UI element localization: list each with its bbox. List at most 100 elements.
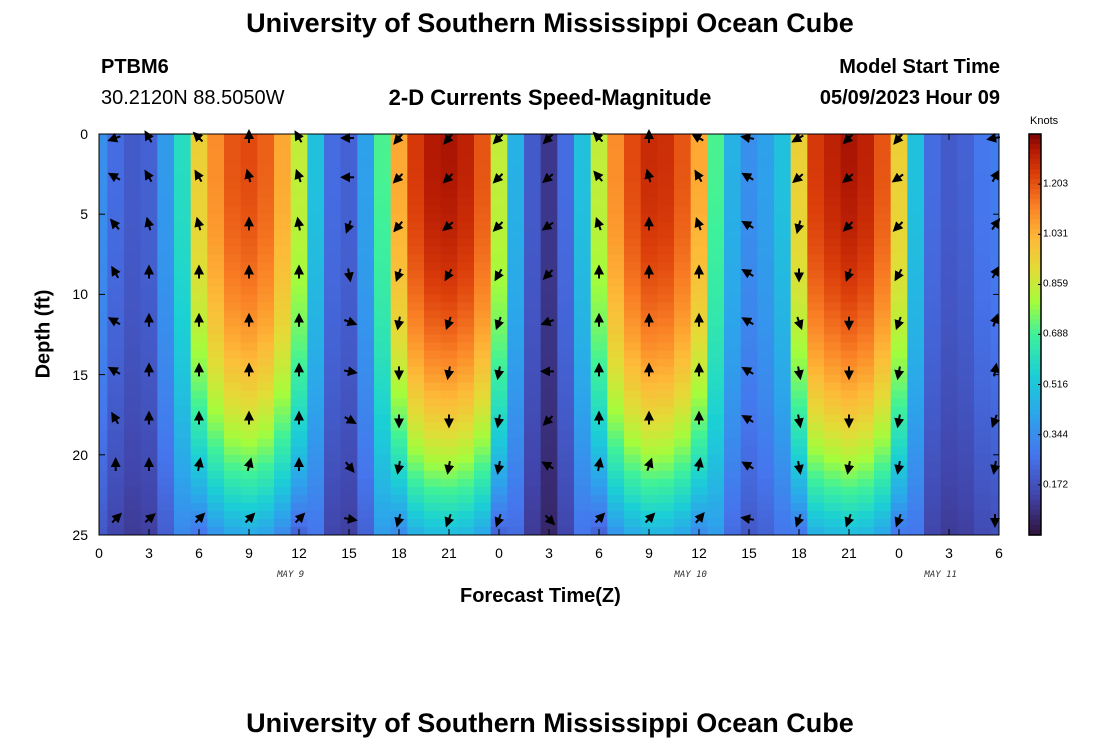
heatmap-cell: [774, 166, 792, 175]
heatmap-cell: [390, 470, 408, 480]
heatmap-cell: [990, 206, 999, 215]
heatmap-cell: [157, 382, 175, 392]
heatmap-cell: [557, 294, 575, 304]
heatmap-cell: [507, 406, 525, 416]
heatmap-cell: [624, 398, 642, 408]
heatmap-cell: [340, 430, 358, 440]
heatmap-cell: [490, 422, 508, 432]
heatmap-cell: [940, 406, 958, 416]
heatmap-cell: [607, 470, 625, 480]
colorbar-segment: [1029, 209, 1041, 215]
heatmap-cell: [624, 246, 642, 255]
colorbar-segment: [1029, 369, 1041, 376]
heatmap-cell: [307, 494, 325, 504]
heatmap-cell: [874, 446, 892, 456]
heatmap-cell: [374, 246, 392, 255]
heatmap-cell: [740, 246, 758, 255]
heatmap-cell: [240, 230, 258, 239]
heatmap-cell: [190, 190, 208, 199]
heatmap-cell: [307, 262, 325, 271]
colorbar-segment: [1029, 204, 1041, 210]
heatmap-cell: [207, 414, 225, 424]
heatmap-cell: [874, 366, 892, 376]
heatmap-cell: [290, 326, 308, 336]
heatmap-cell: [190, 342, 208, 352]
heatmap-cell: [307, 502, 325, 512]
heatmap-cell: [674, 414, 692, 424]
heatmap-cell: [407, 150, 425, 159]
heatmap-cell: [157, 334, 175, 344]
heatmap-cell: [140, 398, 158, 408]
heatmap-cell: [657, 526, 675, 535]
heatmap-cell: [207, 382, 225, 392]
heatmap-cell: [857, 446, 875, 456]
heatmap-cell: [99, 438, 108, 448]
heatmap-cell: [274, 350, 292, 360]
colorbar-segment: [1029, 134, 1041, 140]
heatmap-cell: [190, 214, 208, 223]
current-arrow: [343, 513, 358, 524]
heatmap-cell: [707, 254, 725, 263]
heatmap-cell: [357, 254, 375, 263]
heatmap-cell: [274, 342, 292, 352]
heatmap-cell: [507, 374, 525, 384]
heatmap-cell: [424, 190, 442, 199]
heatmap-cell: [324, 454, 342, 464]
heatmap-cell: [157, 374, 175, 384]
heatmap-cell: [390, 398, 408, 408]
heatmap-cell: [640, 150, 658, 159]
heatmap-cell: [957, 342, 975, 352]
heatmap-cell: [340, 470, 358, 480]
heatmap-cell: [99, 142, 108, 151]
heatmap-cell: [890, 246, 908, 255]
heatmap-cell: [207, 190, 225, 199]
colorbar-tick-label: 1.031: [1043, 228, 1069, 240]
heatmap-cell: [457, 246, 475, 255]
heatmap-cell: [490, 142, 508, 151]
heatmap-cell: [99, 454, 108, 464]
heatmap-cell: [990, 198, 999, 207]
colorbar-segment: [1029, 454, 1041, 461]
current-arrow: [894, 460, 905, 475]
heatmap-cell: [224, 350, 242, 360]
heatmap-cell: [374, 478, 392, 488]
heatmap-cell: [407, 454, 425, 464]
heatmap-cell: [257, 398, 275, 408]
heatmap-cell: [340, 398, 358, 408]
heatmap-cell: [390, 262, 408, 271]
heatmap-cell: [457, 222, 475, 231]
heatmap-cell: [424, 406, 442, 416]
heatmap-cell: [140, 190, 158, 199]
heatmap-cell: [857, 214, 875, 223]
heatmap-cell: [540, 350, 558, 360]
heatmap-cell: [790, 486, 808, 496]
heatmap-cell: [190, 166, 208, 175]
heatmap-cell: [507, 174, 525, 183]
heatmap-cell: [924, 174, 942, 183]
heatmap-cell: [874, 358, 892, 368]
heatmap-cell: [574, 486, 592, 496]
heatmap-cell: [774, 334, 792, 344]
heatmap-cell: [757, 494, 775, 504]
heatmap-cell: [274, 390, 292, 400]
heatmap-cell: [290, 206, 308, 215]
heatmap-cell: [774, 398, 792, 408]
heatmap-cell: [757, 422, 775, 432]
heatmap-cell: [257, 182, 275, 191]
heatmap-cell: [774, 462, 792, 472]
heatmap-cell: [224, 518, 242, 528]
heatmap-cell: [940, 190, 958, 199]
heatmap-cell: [140, 430, 158, 440]
x-tick-label: 0: [95, 545, 103, 561]
heatmap-cell: [990, 470, 999, 480]
heatmap-cell: [907, 438, 925, 448]
heatmap-cell: [824, 206, 842, 215]
heatmap-cell: [290, 278, 308, 287]
heatmap-cell: [607, 206, 625, 215]
heatmap-cell: [290, 518, 308, 528]
heatmap-cell: [257, 382, 275, 392]
x-tick-label: 3: [945, 545, 953, 561]
heatmap-cell: [507, 462, 525, 472]
heatmap-cell: [257, 438, 275, 448]
heatmap-cell: [207, 302, 225, 312]
